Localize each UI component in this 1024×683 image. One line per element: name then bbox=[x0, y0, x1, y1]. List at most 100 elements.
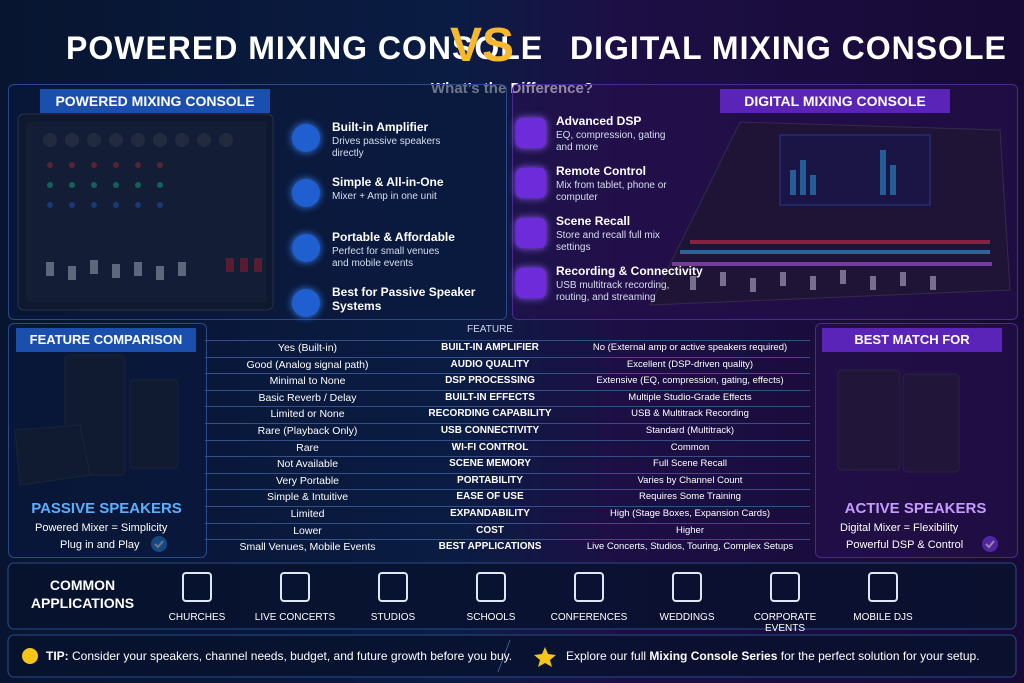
cell-digital: Extensive (EQ, compression, gating, effe… bbox=[596, 375, 784, 387]
feature-desc: Perfect for small venues and mobile even… bbox=[332, 246, 440, 269]
cell-feature: DSP PROCESSING bbox=[445, 375, 535, 387]
application-label: LIVE CONCERTS bbox=[254, 612, 336, 623]
feature-desc: Store and recall full mix settings bbox=[556, 230, 660, 253]
table-row bbox=[205, 522, 810, 540]
active-title: ACTIVE SPEAKERS bbox=[844, 500, 987, 517]
active-panel bbox=[815, 323, 1018, 558]
footer-part: for the perfect solution for your setup. bbox=[777, 649, 980, 663]
header: POWERED MIXING CONSOLE VS DIGITAL MIXING… bbox=[0, 19, 1024, 74]
table-row bbox=[205, 539, 810, 556]
cell-feature: BUILT-IN EFFECTS bbox=[445, 391, 535, 403]
tip-label: TIP: bbox=[46, 649, 69, 663]
cell-feature: COST bbox=[476, 524, 504, 536]
title-right: DIGITAL MIXING CONSOLE bbox=[570, 30, 1007, 66]
table-row bbox=[205, 423, 810, 440]
feature-icon bbox=[516, 268, 546, 298]
feature-title: Best for Passive Speaker Systems bbox=[332, 285, 476, 313]
table-row bbox=[205, 456, 810, 473]
cell-feature: AUDIO QUALITY bbox=[450, 358, 530, 370]
application-icon bbox=[378, 572, 408, 602]
tip-text: Consider your speakers, channel needs, b… bbox=[72, 649, 513, 663]
cell-powered: Good (Analog signal path) bbox=[246, 358, 369, 371]
cell-feature: RECORDING CAPABILITY bbox=[428, 408, 552, 420]
cell-digital: Higher bbox=[676, 524, 704, 536]
application-icon bbox=[672, 572, 702, 602]
table-row bbox=[205, 472, 810, 490]
cell-feature: BEST APPLICATIONS bbox=[438, 541, 542, 553]
cell-powered: Very Portable bbox=[275, 474, 340, 487]
table-row bbox=[205, 406, 810, 423]
feature-icon bbox=[292, 124, 320, 152]
cell-powered: Rare bbox=[296, 441, 319, 454]
comparison-label: FEATURE COMPARISON bbox=[16, 328, 196, 352]
powered-label: POWERED MIXING CONSOLE bbox=[40, 89, 270, 113]
feature-desc: USB multitrack recording, routing, and s… bbox=[556, 280, 670, 303]
feature-icon bbox=[516, 218, 546, 248]
passive-line: Plug in and Play bbox=[60, 539, 140, 551]
passive-panel bbox=[8, 323, 207, 558]
application-label: WEDDINGS bbox=[659, 612, 715, 623]
passive-line: Powered Mixer = Simplicity bbox=[35, 522, 168, 534]
application-label: STUDIOS bbox=[370, 612, 416, 623]
cell-feature: EASE OF USE bbox=[456, 491, 524, 503]
active-line: Digital Mixer = Flexibility bbox=[840, 522, 959, 534]
passive-title: PASSIVE SPEAKERS bbox=[31, 500, 182, 517]
feature-desc: EQ, compression, gating and more bbox=[556, 130, 666, 153]
cell-powered: Limited or None bbox=[270, 408, 345, 421]
table-row bbox=[205, 489, 810, 506]
cell-digital: Live Concerts, Studios, Touring, Complex… bbox=[586, 541, 794, 553]
table-row bbox=[205, 506, 810, 523]
cell-digital: Full Scene Recall bbox=[653, 458, 727, 470]
title-left: POWERED MIXING CONSOLE bbox=[66, 30, 544, 66]
best-match-label: BEST MATCH FOR bbox=[822, 328, 1002, 352]
application-label: SCHOOLS bbox=[466, 612, 516, 623]
feature-title: Scene Recall bbox=[556, 214, 631, 228]
tip: TIP: Consider your speakers, channel nee… bbox=[46, 649, 512, 663]
feature-desc: Mixer + Amp in one unit bbox=[332, 191, 437, 202]
application-label: MOBILE DJS bbox=[853, 612, 913, 623]
feature-icon bbox=[292, 234, 320, 262]
table-row bbox=[205, 340, 810, 357]
active-line: Powerful DSP & Control bbox=[846, 539, 964, 551]
cell-powered: Simple & Intuitive bbox=[266, 491, 349, 504]
feature-title: Advanced DSP bbox=[556, 114, 642, 128]
cell-feature: USB CONNECTIVITY bbox=[440, 425, 540, 436]
applications-title: COMMON APPLICATIONS bbox=[20, 576, 145, 612]
application-icon bbox=[476, 572, 506, 602]
cell-digital: USB & Multitrack Recording bbox=[631, 408, 749, 420]
cell-digital: Excellent (DSP-driven quality) bbox=[626, 358, 754, 370]
column-header: FEATURE bbox=[467, 324, 513, 335]
footer-part: Explore our full bbox=[566, 649, 650, 663]
cell-powered: Lower bbox=[293, 524, 322, 537]
application-label: CONFERENCES bbox=[550, 612, 628, 623]
feature-icon bbox=[292, 179, 320, 207]
cell-digital: Multiple Studio-Grade Effects bbox=[628, 391, 752, 403]
application-icon bbox=[280, 572, 310, 602]
feature-title: Built-in Amplifier bbox=[332, 120, 429, 134]
cell-digital: Requires Some Training bbox=[639, 491, 741, 503]
table-row bbox=[205, 356, 810, 374]
feature-title: Portable & Affordable bbox=[332, 230, 455, 244]
table-row bbox=[205, 373, 810, 390]
cell-feature: EXPANDABILITY bbox=[450, 508, 530, 519]
vs: VS bbox=[450, 19, 515, 72]
cell-feature: WI-FI CONTROL bbox=[451, 441, 529, 453]
feature-title: Recording & Connectivity bbox=[556, 264, 703, 278]
cell-feature: BUILT-IN AMPLIFIER bbox=[441, 342, 539, 353]
footer-cta: Explore our full Mixing Console Series f… bbox=[566, 649, 980, 663]
application-icon bbox=[182, 572, 212, 602]
feature-icon bbox=[516, 118, 546, 148]
application-label: CHURCHES bbox=[168, 612, 226, 623]
cell-powered: Limited bbox=[290, 508, 325, 520]
cell-digital: Common bbox=[670, 441, 710, 453]
application-icon bbox=[574, 572, 604, 602]
applications-title-line: COMMON bbox=[49, 577, 116, 593]
feature-desc: Drives passive speakers directly bbox=[332, 136, 441, 159]
feature-title: Simple & All-in-One bbox=[332, 175, 444, 189]
cell-powered: Small Venues, Mobile Events bbox=[239, 541, 376, 554]
feature-desc: Mix from tablet, phone or computer bbox=[556, 180, 667, 203]
table-row bbox=[205, 439, 810, 457]
digital-panel bbox=[512, 84, 1018, 320]
cell-digital: Varies by Channel Count bbox=[637, 474, 743, 486]
cell-feature: PORTABILITY bbox=[457, 474, 523, 486]
